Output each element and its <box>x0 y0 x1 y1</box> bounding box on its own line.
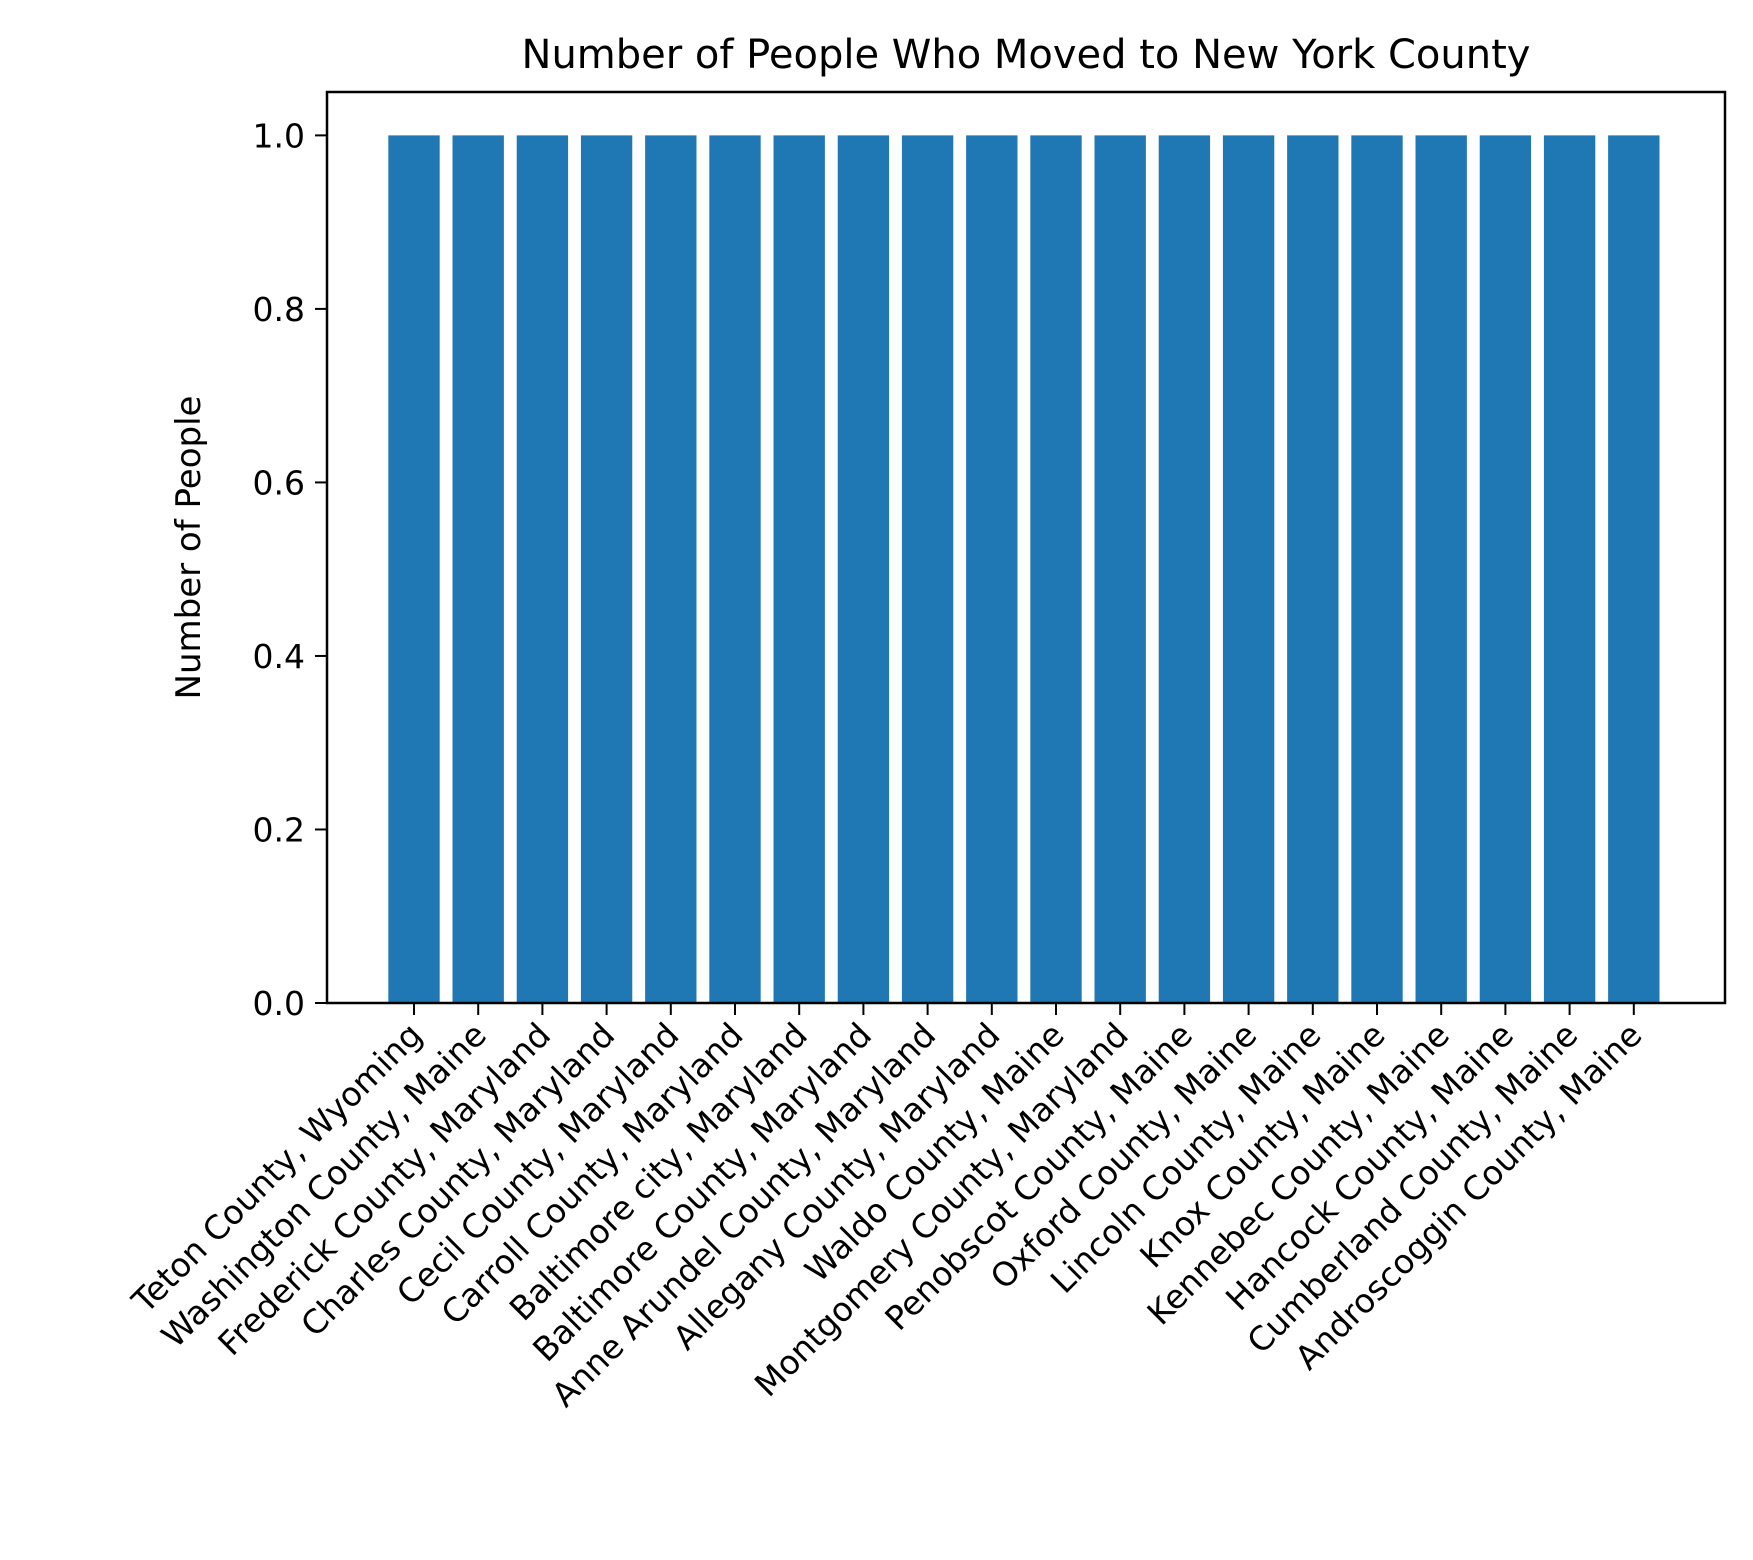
bar <box>901 135 954 1003</box>
bar <box>452 135 504 1003</box>
y-axis-ticks: 0.0 0.2 0.4 0.6 0.8 1.0 <box>253 116 327 1023</box>
bar <box>773 135 825 1003</box>
bar <box>1415 135 1467 1003</box>
bar <box>388 135 440 1003</box>
bar <box>709 135 761 1003</box>
bar <box>1608 135 1660 1003</box>
bar <box>1222 135 1275 1003</box>
bar <box>1351 135 1403 1003</box>
bar <box>580 135 633 1003</box>
chart-title: Number of People Who Moved to New York C… <box>522 32 1531 78</box>
y-tick-label: 0.2 <box>253 810 305 849</box>
y-axis-label: Number of People <box>169 396 209 700</box>
bars <box>388 135 1660 1003</box>
y-tick-label: 0.0 <box>253 984 305 1023</box>
plot-frame <box>325 90 1727 1005</box>
y-tick-label: 0.8 <box>253 290 305 329</box>
bar <box>966 135 1018 1003</box>
bar <box>1479 135 1532 1003</box>
bar <box>1030 135 1082 1003</box>
y-tick-label: 0.6 <box>253 463 305 502</box>
y-tick-label: 1.0 <box>253 116 305 155</box>
bar <box>1543 135 1596 1003</box>
y-tick-label: 0.4 <box>253 637 305 676</box>
bar <box>645 135 697 1003</box>
bar <box>837 135 890 1003</box>
bar <box>1158 135 1211 1003</box>
bar <box>516 135 569 1003</box>
bar <box>1094 135 1146 1003</box>
bar <box>1287 135 1339 1003</box>
